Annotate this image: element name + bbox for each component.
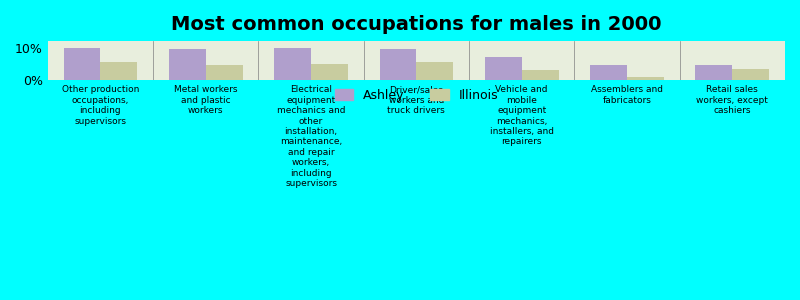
Bar	[695, 65, 732, 80]
Bar	[100, 62, 138, 80]
Bar	[627, 77, 664, 80]
Bar	[311, 64, 348, 80]
Bar	[63, 48, 100, 80]
Bar	[169, 49, 206, 80]
Legend: Ashley, Illinois: Ashley, Illinois	[330, 84, 503, 106]
Bar	[732, 69, 770, 80]
Bar	[522, 70, 558, 80]
Bar	[485, 57, 522, 80]
Title: Most common occupations for males in 2000: Most common occupations for males in 200…	[171, 15, 662, 34]
Bar	[416, 62, 454, 80]
Bar	[379, 49, 416, 80]
Bar	[590, 65, 627, 80]
Bar	[206, 65, 242, 80]
Bar	[274, 48, 311, 80]
